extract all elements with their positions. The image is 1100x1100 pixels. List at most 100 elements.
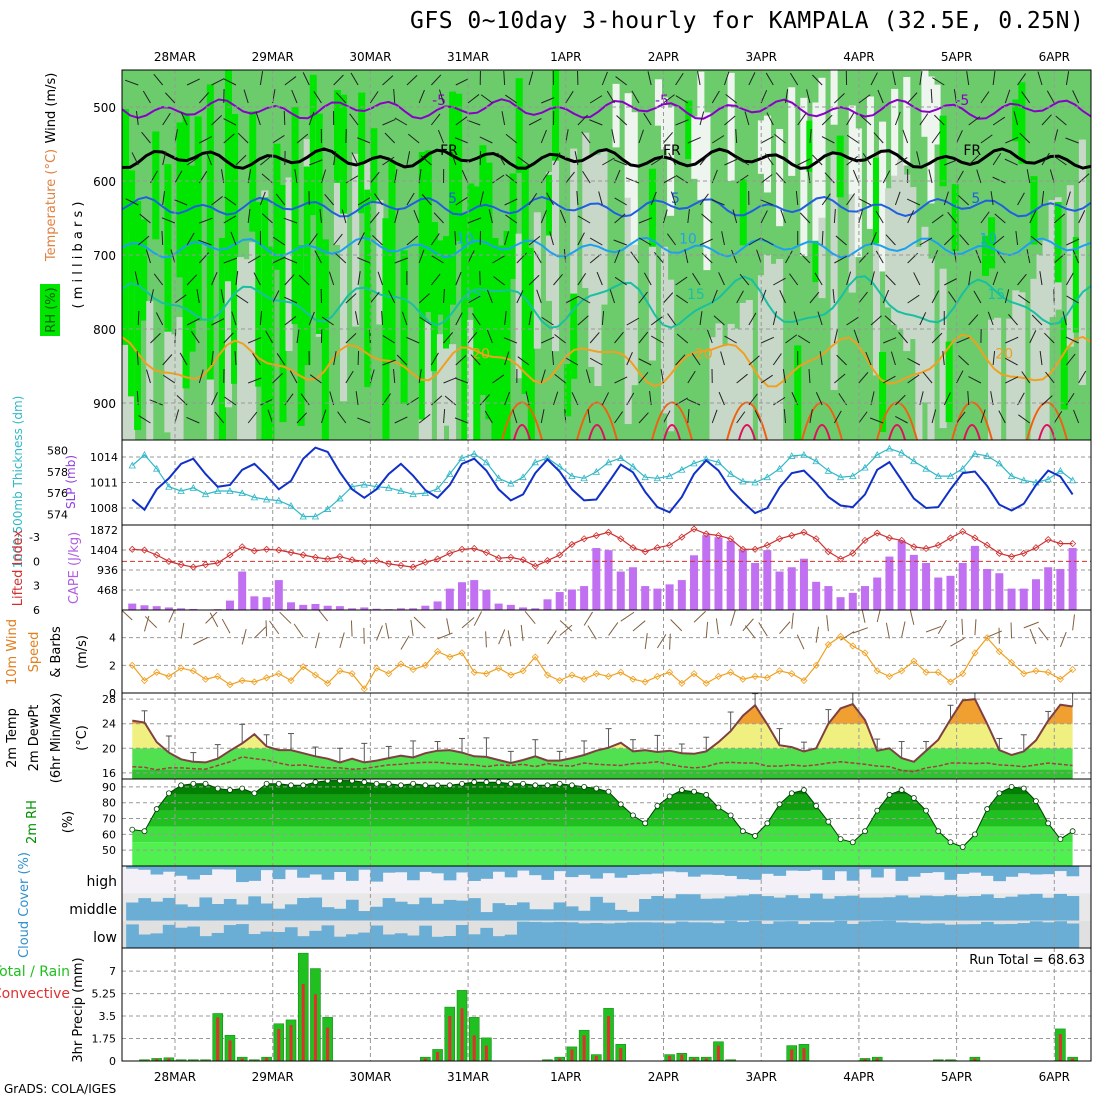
cape-bar	[653, 588, 662, 610]
wind-barb	[1041, 114, 1052, 126]
thickness-marker	[885, 444, 894, 452]
thickness-marker	[690, 459, 698, 467]
rh2m-marker	[1057, 836, 1064, 843]
wind10m-barb	[180, 622, 185, 639]
wind-barb	[174, 409, 180, 424]
wind-barb	[711, 90, 720, 104]
cloud-bar	[541, 909, 555, 921]
thickness-marker	[507, 479, 515, 487]
wind10m-barb	[144, 616, 158, 628]
cloud-bar	[822, 922, 835, 948]
wind-barb	[817, 311, 823, 326]
wind-barb	[1008, 314, 1018, 326]
wind-barb	[487, 289, 493, 304]
li-marker	[910, 543, 918, 551]
cloud-bar	[541, 866, 555, 880]
wind-barb	[711, 199, 725, 206]
cloud-bar	[187, 906, 200, 921]
wind-barb	[812, 74, 823, 86]
wind-barb	[559, 209, 567, 224]
isotherm-label-15-0: 15	[464, 287, 482, 303]
wind10m-barb	[974, 619, 977, 636]
li-marker	[434, 555, 442, 563]
wind-barb	[455, 78, 469, 86]
wind-barb	[484, 410, 493, 424]
bottom-date-tick-5APR: 5APR	[941, 1070, 972, 1084]
rh2m-marker	[678, 787, 685, 793]
cloud-bar	[138, 934, 152, 948]
thickness-marker	[592, 468, 601, 475]
wind-barb	[724, 335, 737, 344]
wind10m-marker	[324, 679, 332, 687]
cloud-bar	[590, 896, 603, 921]
rh2m-marker	[288, 782, 294, 789]
wind-barb	[836, 354, 847, 366]
li-marker	[372, 557, 381, 565]
wind10m-marker	[568, 671, 576, 679]
cloud-bar	[126, 924, 139, 948]
wind-barb	[906, 198, 921, 206]
wind-barb	[198, 239, 212, 246]
wind10m-marker	[898, 667, 906, 675]
wind-barb	[907, 358, 921, 366]
wind-barb	[968, 154, 980, 166]
thickness-marker	[201, 490, 210, 498]
wind-barb	[809, 409, 813, 424]
wind-barb	[443, 409, 446, 424]
cloud-bar	[199, 936, 213, 948]
wind-barb	[846, 134, 860, 144]
thickness-marker	[165, 482, 173, 490]
wind-barb	[928, 169, 933, 184]
wind-barb	[284, 316, 297, 326]
cloud-bar	[394, 933, 408, 948]
wind10m-barb	[143, 615, 150, 632]
li-marker	[531, 562, 539, 570]
wind-barb	[345, 370, 354, 384]
wind-barb	[211, 271, 218, 286]
wind-barb	[337, 411, 347, 424]
thickness-marker	[629, 462, 637, 470]
wind-barb	[968, 116, 981, 126]
wind-barb	[479, 136, 493, 144]
li-marker	[397, 561, 405, 570]
cloud-bar	[553, 921, 567, 948]
wind-barb	[711, 289, 718, 304]
wind-barb	[725, 93, 737, 104]
cloud-bar	[284, 904, 298, 921]
wind-barb	[907, 210, 915, 224]
wind10m-barb	[815, 626, 819, 643]
cloud-bar	[578, 910, 591, 921]
wind-barb	[1055, 115, 1067, 126]
isotherm-label-5-1: 5	[671, 191, 680, 207]
cloud-bar	[468, 898, 481, 921]
wind10m-panel	[122, 610, 1091, 693]
cloud-bar	[565, 906, 579, 921]
wind-barb	[650, 316, 663, 326]
wind-barb	[492, 374, 505, 384]
wind-barb	[454, 137, 469, 144]
wind-barb	[631, 90, 640, 104]
thickness-marker	[971, 449, 979, 457]
upper-air-panel: -5 -5 -5 FR FR FR 5 5 5 10 10 10 15 15 15 20 20 20	[122, 70, 1091, 440]
wind10m-barb	[885, 622, 890, 639]
wind-barb	[638, 412, 649, 424]
wind-barb	[577, 114, 588, 126]
wind-barb	[261, 213, 273, 224]
wind10m-marker	[666, 668, 674, 676]
thickness-marker	[604, 458, 613, 466]
precip-convective-bar	[216, 1017, 220, 1061]
wind-barb	[1026, 169, 1031, 184]
cloud-bar	[199, 897, 213, 921]
cloud-bar	[431, 866, 445, 874]
wind-barb	[577, 232, 585, 246]
wind-barb	[601, 311, 605, 326]
li-marker	[556, 551, 564, 559]
cape-bar	[128, 603, 137, 610]
wind-barb	[668, 152, 677, 166]
cape-bar	[714, 537, 723, 610]
thickness-marker	[189, 483, 197, 491]
wind-barb	[992, 153, 1002, 166]
wind-barb	[199, 217, 213, 224]
cloud-bar	[626, 911, 640, 921]
cloud-bar	[907, 922, 921, 948]
